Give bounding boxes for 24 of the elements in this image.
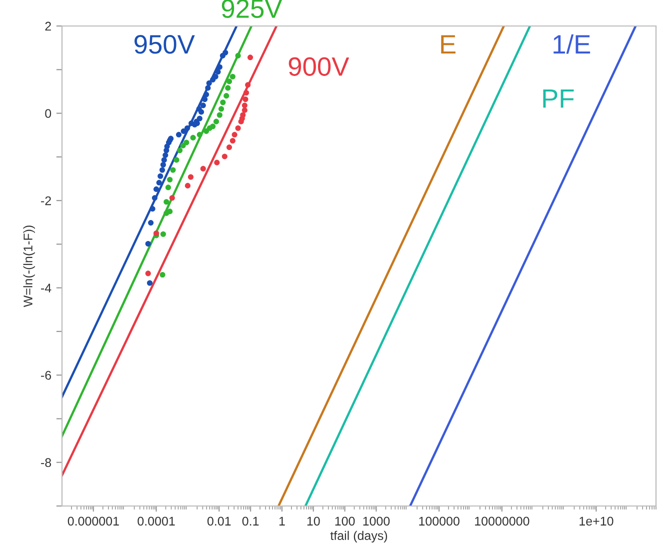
series-label: 900V: [288, 57, 350, 76]
x-tick-label: 1: [279, 516, 285, 526]
y-tick-label: -6: [41, 370, 52, 380]
y-axis-title: W=ln(-(ln(1-F)): [23, 226, 35, 308]
x-tick-label: 0.0001: [138, 516, 175, 526]
x-tick-label: 0.000001: [68, 516, 119, 526]
series-label: 950V: [134, 35, 195, 54]
x-tick-label: 10: [307, 516, 320, 526]
y-tick-label: -4: [41, 284, 52, 292]
x-axis-title: tfail (days): [330, 530, 388, 542]
y-tick-label: -2: [41, 196, 51, 206]
y-tick-label: -8: [41, 458, 52, 468]
series-label: E: [441, 35, 456, 54]
series-label: 1/E: [554, 34, 590, 54]
series-label: PF: [543, 89, 574, 108]
x-tick-label: 100: [335, 516, 355, 526]
y-tick-label: 0: [45, 109, 52, 118]
x-tick-label: 100000: [419, 516, 460, 526]
x-tick-label: 1000: [363, 516, 390, 526]
x-tick-label: 0.01: [207, 516, 231, 526]
y-tick-label: 2: [45, 22, 51, 31]
x-tick-label: 10000000: [475, 516, 530, 526]
x-tick-label: 0.1: [242, 516, 259, 526]
x-tick-label: 1e+10: [580, 516, 614, 526]
